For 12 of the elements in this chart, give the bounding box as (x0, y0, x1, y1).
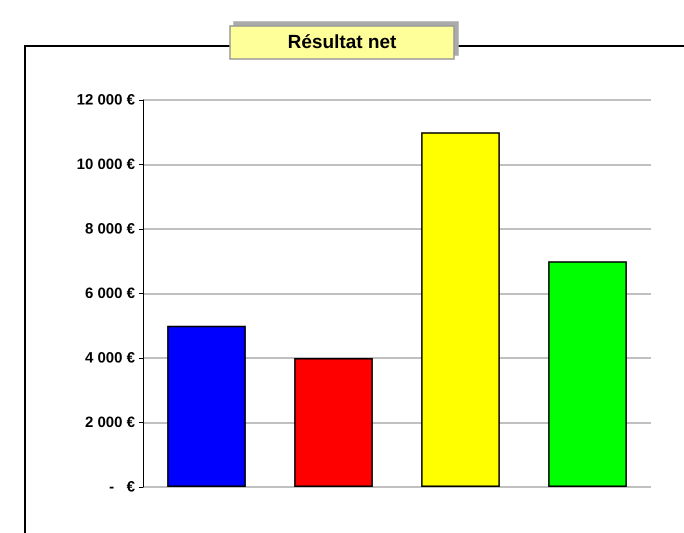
bar (167, 326, 246, 487)
y-tick-label: 10 000 € (76, 156, 136, 173)
y-tick-label: 4 000 € (84, 350, 136, 366)
bar (548, 261, 627, 487)
y-tick-label: 8 000 € (84, 220, 136, 238)
y-tick-label: 2 000 € (84, 414, 136, 431)
y-tick-label: 12 000 € (76, 92, 136, 108)
y-tick-label: - € (109, 478, 136, 496)
bar (421, 132, 500, 487)
y-tick-label: 6 000 € (84, 285, 136, 302)
bar (294, 358, 373, 487)
chart-title: Résultat net (288, 32, 398, 53)
